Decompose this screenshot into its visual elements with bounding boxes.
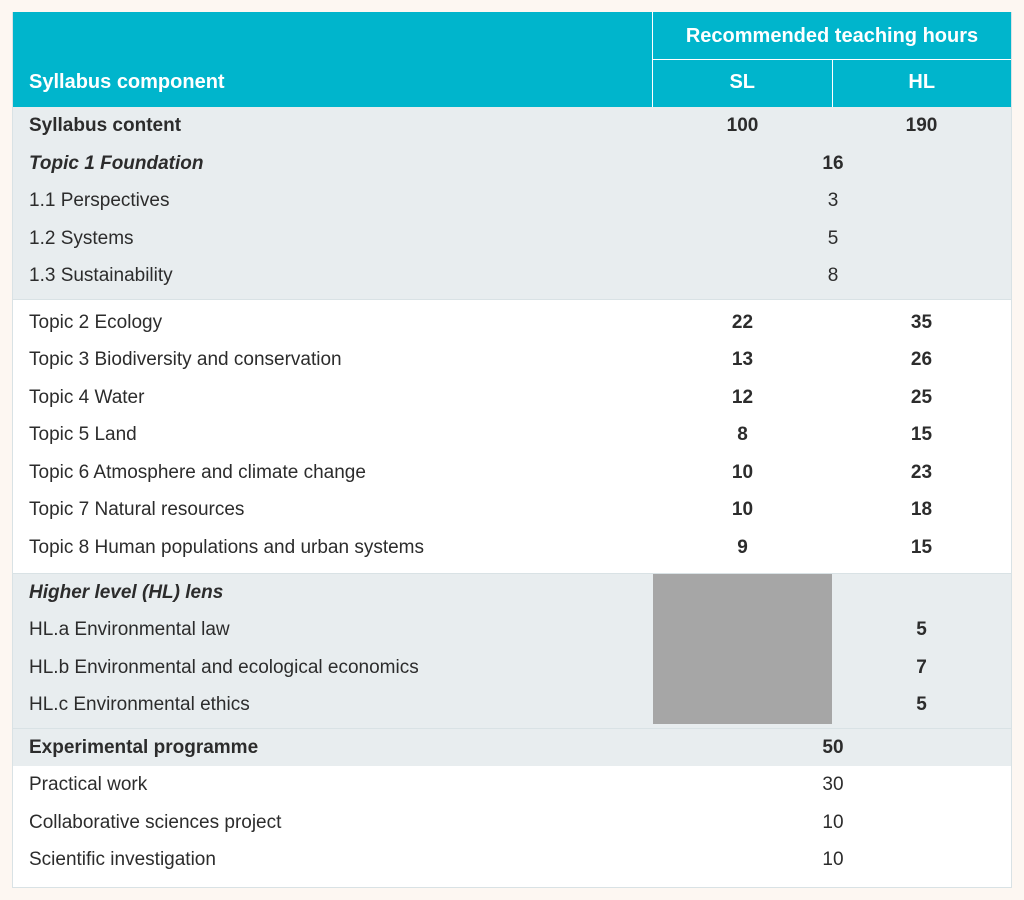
cell-hl: 25 [832,379,1011,417]
cell-hl [832,574,1011,612]
header-hl: HL [833,59,1012,107]
cell-hl: 15 [832,416,1011,454]
cell-label: Topic 4 Water [13,379,653,417]
cell-label: 1.2 Systems [13,220,653,258]
cell-label: Scientific investigation [13,841,653,879]
cell-label: Practical work [13,766,653,804]
cell-hl: 5 [832,611,1011,649]
row-topic1: Topic 1 Foundation 16 [13,145,1011,183]
cell-hl: 18 [832,491,1011,529]
cell-label: Topic 1 Foundation [13,145,653,183]
row-experimental: Experimental programme 50 [13,728,1011,767]
cell-hl: 23 [832,454,1011,492]
cell-sl: 12 [653,379,832,417]
cell-label: Topic 6 Atmosphere and climate change [13,454,653,492]
cell-label: HL.c Environmental ethics [13,686,653,724]
row-hlb: HL.b Environmental and ecological econom… [13,649,1011,687]
cell-sl-blocked [653,649,832,687]
cell-sl: 13 [653,341,832,379]
row-t1-1: 1.1 Perspectives 3 [13,182,1011,220]
cell-sl: 9 [653,529,832,567]
cell-hours: 10 [653,804,1013,842]
cell-hl: 35 [832,304,1011,342]
cell-hours: 16 [653,145,1013,183]
cell-sl: 10 [653,454,832,492]
cell-label: Topic 2 Ecology [13,304,653,342]
cell-hours: 50 [653,729,1013,767]
cell-hours: 5 [653,220,1013,258]
cell-label: Collaborative sciences project [13,804,653,842]
cell-label: Experimental programme [13,729,653,767]
cell-hours: 3 [653,182,1013,220]
row-t1-3: 1.3 Sustainability 8 [13,257,1011,299]
cell-hl: 26 [832,341,1011,379]
cell-label: Topic 8 Human populations and urban syst… [13,529,653,567]
cell-hl: 7 [832,649,1011,687]
cell-hl: 5 [832,686,1011,724]
cell-label: Higher level (HL) lens [13,574,653,612]
cell-sl-blocked [653,611,832,649]
row-scientific: Scientific investigation 10 [13,841,1011,887]
cell-label: Topic 5 Land [13,416,653,454]
cell-hours: 8 [653,257,1013,295]
row-topic7: Topic 7 Natural resources 10 18 [13,491,1011,529]
cell-hours: 10 [653,841,1013,879]
header-group: Recommended teaching hours [653,12,1011,59]
row-topic6: Topic 6 Atmosphere and climate change 10… [13,454,1011,492]
header-component: Syllabus component [13,59,653,107]
cell-sl-blocked [653,686,832,724]
row-topic4: Topic 4 Water 12 25 [13,379,1011,417]
row-hla: HL.a Environmental law 5 [13,611,1011,649]
row-topic2: Topic 2 Ecology 22 35 [13,299,1011,342]
row-hl-lens: Higher level (HL) lens [13,573,1011,612]
cell-sl-blocked [653,574,832,612]
table-body: Syllabus content 100 190 Topic 1 Foundat… [13,107,1011,887]
cell-label: 1.3 Sustainability [13,257,653,295]
table-header: Recommended teaching hours Syllabus comp… [13,12,1011,107]
cell-label: Topic 3 Biodiversity and conservation [13,341,653,379]
row-topic8: Topic 8 Human populations and urban syst… [13,529,1011,573]
row-syllabus-content: Syllabus content 100 190 [13,107,1011,145]
cell-sl: 100 [653,107,832,145]
cell-label: Syllabus content [13,107,653,145]
syllabus-hours-table: Recommended teaching hours Syllabus comp… [12,12,1012,888]
cell-sl: 22 [653,304,832,342]
cell-label: 1.1 Perspectives [13,182,653,220]
cell-hl: 15 [832,529,1011,567]
cell-label: HL.b Environmental and ecological econom… [13,649,653,687]
cell-hours: 30 [653,766,1013,804]
cell-label: HL.a Environmental law [13,611,653,649]
cell-hl: 190 [832,107,1011,145]
row-topic5: Topic 5 Land 8 15 [13,416,1011,454]
row-hlc: HL.c Environmental ethics 5 [13,686,1011,728]
cell-label: Topic 7 Natural resources [13,491,653,529]
cell-sl: 10 [653,491,832,529]
row-t1-2: 1.2 Systems 5 [13,220,1011,258]
row-topic3: Topic 3 Biodiversity and conservation 13… [13,341,1011,379]
cell-sl: 8 [653,416,832,454]
header-sl: SL [653,59,833,107]
row-collab: Collaborative sciences project 10 [13,804,1011,842]
row-practical: Practical work 30 [13,766,1011,804]
